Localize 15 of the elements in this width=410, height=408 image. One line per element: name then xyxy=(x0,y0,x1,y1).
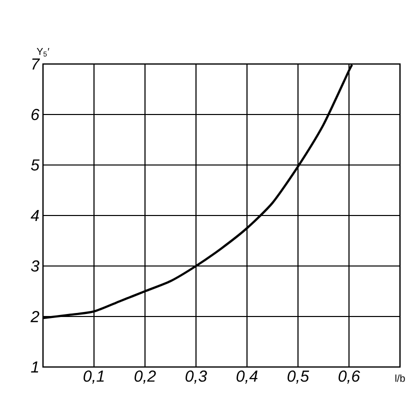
y-tick-label: 7 xyxy=(32,58,40,70)
y-tick-label: 3 xyxy=(30,260,40,272)
y-tick-label: 6 xyxy=(32,108,40,120)
x-tick-label: 0,2 xyxy=(134,370,156,384)
y-tick-label: 1 xyxy=(31,362,38,372)
x-tick-label: 0,6 xyxy=(338,370,360,384)
y-tick-label: 4 xyxy=(30,210,39,221)
y-axis-title: Y$_{5}$′ xyxy=(36,48,50,56)
x-axis-title: l/b xyxy=(395,374,405,382)
y-tick-label: 2 xyxy=(30,310,40,322)
x-tick-label: 0,1 xyxy=(84,370,104,384)
x-tick-label: 0,3 xyxy=(186,370,207,384)
x-tick-label: 0,4 xyxy=(236,370,258,384)
y-tick-label: 5 xyxy=(30,159,40,171)
x-tick-label: 0,5 xyxy=(288,370,310,384)
